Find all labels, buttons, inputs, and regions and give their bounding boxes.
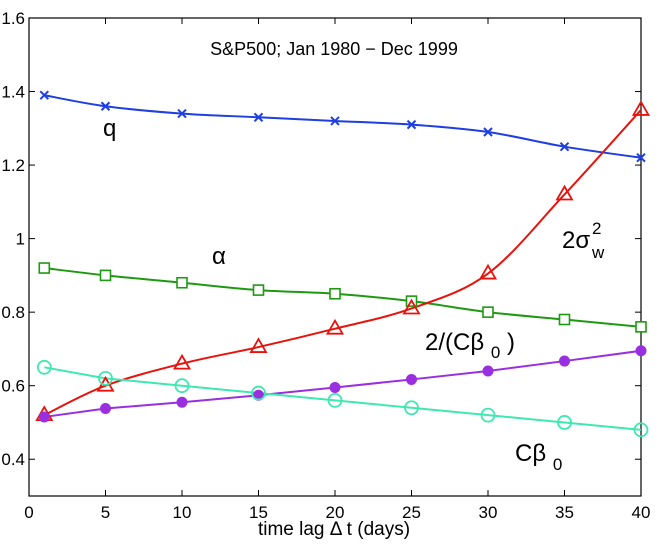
data-point-2/(Cbeta_0) (100, 402, 111, 414)
y-tick-label: 1.6 (1, 9, 25, 28)
data-point-q (177, 108, 187, 119)
data-point-q (330, 116, 340, 126)
data-point-2/(Cbeta_0) (635, 345, 647, 357)
x-tick-label: 10 (173, 503, 192, 522)
y-tick-label: 1 (16, 230, 25, 249)
x-tick-label: 0 (24, 503, 33, 522)
label-alpha: α (212, 243, 226, 270)
label-inv-close: ) (507, 329, 515, 356)
label-cbeta-sub: 0 (553, 455, 562, 474)
label-cbeta-main: Cβ (515, 440, 546, 467)
data-point-alpha (558, 313, 571, 326)
data-point-alpha (38, 262, 51, 274)
data-point-q (636, 153, 646, 163)
data-point-q (100, 101, 111, 111)
series-line-2sigma_w^2 (43, 109, 642, 417)
data-point-q (253, 112, 264, 122)
data-point-q (39, 90, 50, 100)
data-point-q (559, 141, 570, 152)
label-inv-sub: 0 (491, 343, 500, 362)
y-tick-label: 1.4 (1, 83, 25, 102)
data-point-2sigma_w^2 (249, 337, 268, 353)
x-axis-title: time lag Δ t (days) (258, 519, 410, 540)
data-point-q (483, 127, 493, 137)
data-point-Cbeta_0 (480, 407, 496, 423)
data-point-Cbeta_0 (557, 415, 572, 430)
data-point-2sigma_w^2 (478, 263, 498, 280)
label-sigma-sub: w (591, 243, 605, 262)
data-point-2/(Cbeta_0) (559, 355, 570, 367)
data-point-alpha (329, 287, 341, 300)
x-tick-label: 15 (249, 503, 268, 522)
data-point-Cbeta_0 (251, 385, 266, 401)
data-point-Cbeta_0 (404, 400, 419, 416)
data-point-2/(Cbeta_0) (482, 365, 494, 377)
data-point-q (406, 119, 417, 130)
data-point-alpha (99, 269, 112, 282)
x-tick-label: 40 (632, 503, 651, 522)
data-point-Cbeta_0 (633, 422, 649, 438)
data-point-alpha (176, 276, 188, 289)
label-cbeta: Cβ 0 (515, 440, 562, 474)
data-point-2/(Cbeta_0) (38, 411, 50, 423)
data-point-Cbeta_0 (174, 378, 190, 394)
annotation-title: S&P500; Jan 1980 − Dec 1999 (210, 39, 458, 59)
data-point-2sigma_w^2 (555, 184, 574, 201)
y-tick-label: 0.8 (1, 303, 25, 322)
data-point-2sigma_w^2 (631, 100, 651, 116)
y-tick-label: 1.2 (1, 156, 25, 175)
data-point-Cbeta_0 (327, 392, 343, 408)
data-point-2sigma_w^2 (172, 353, 192, 370)
series-line-Cbeta_0 (44, 366, 642, 431)
label-sigma-sup: 2 (592, 219, 601, 238)
data-point-2/(Cbeta_0) (176, 396, 188, 408)
x-tick-label: 5 (101, 503, 110, 522)
label-inv-main: 2/(Cβ (425, 329, 484, 356)
data-point-Cbeta_0 (36, 359, 52, 375)
y-tick-label: 0.6 (1, 377, 25, 396)
data-point-alpha (482, 306, 494, 318)
label-q: q (103, 115, 116, 142)
x-tick-label: 20 (326, 503, 345, 522)
x-tick-label: 25 (402, 503, 421, 522)
y-tick-label: 0.4 (1, 450, 25, 469)
series-markers (35, 90, 651, 438)
y-tick-labels: 0.4 0.6 0.8 1 1.2 1.4 1.6 (1, 9, 25, 469)
data-point-Cbeta_0 (98, 370, 113, 386)
ticks (28, 17, 642, 496)
plot-frame (28, 17, 642, 497)
data-point-2sigma_w^2 (325, 318, 345, 335)
x-tick-label: 30 (479, 503, 498, 522)
x-tick-label: 35 (555, 503, 574, 522)
data-point-2/(Cbeta_0) (329, 382, 341, 394)
x-tick-labels: 0 5 10 15 20 25 30 35 40 (24, 503, 650, 522)
data-point-alpha (635, 321, 647, 333)
label-sigma: 2σ 2 w (562, 213, 608, 262)
data-point-alpha (252, 284, 265, 296)
data-point-2/(Cbeta_0) (406, 373, 417, 385)
label-inv-cbeta: 2/(Cβ 0 ) (425, 329, 515, 364)
label-sigma-main: 2σ (562, 227, 590, 254)
data-point-2sigma_w^2 (402, 298, 421, 315)
